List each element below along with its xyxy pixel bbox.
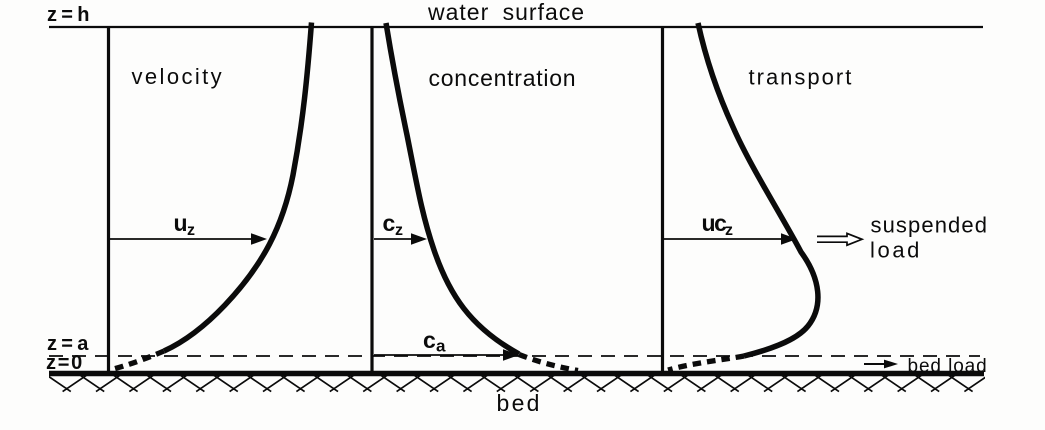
svg-text:z=0: z=0: [46, 352, 84, 374]
svg-text:uc: uc: [702, 210, 728, 236]
svg-text:bed: bed: [497, 390, 542, 416]
svg-text:a: a: [436, 337, 446, 356]
svg-text:velocity: velocity: [132, 64, 225, 89]
svg-text:bed load: bed load: [908, 356, 988, 377]
svg-text:z: z: [187, 222, 195, 239]
svg-text:u: u: [174, 210, 188, 236]
svg-text:z: z: [395, 222, 403, 239]
svg-text:z=a: z=a: [47, 333, 93, 355]
svg-text:water surface: water surface: [427, 0, 585, 25]
svg-text:concentration: concentration: [429, 65, 577, 91]
svg-text:c: c: [423, 327, 436, 353]
svg-text:transport: transport: [749, 65, 854, 90]
svg-text:c: c: [383, 210, 396, 236]
svg-text:z: z: [725, 222, 733, 239]
svg-text:z=h: z=h: [47, 4, 94, 26]
svg-text:suspended: suspended: [871, 213, 989, 238]
svg-text:load: load: [870, 238, 922, 263]
